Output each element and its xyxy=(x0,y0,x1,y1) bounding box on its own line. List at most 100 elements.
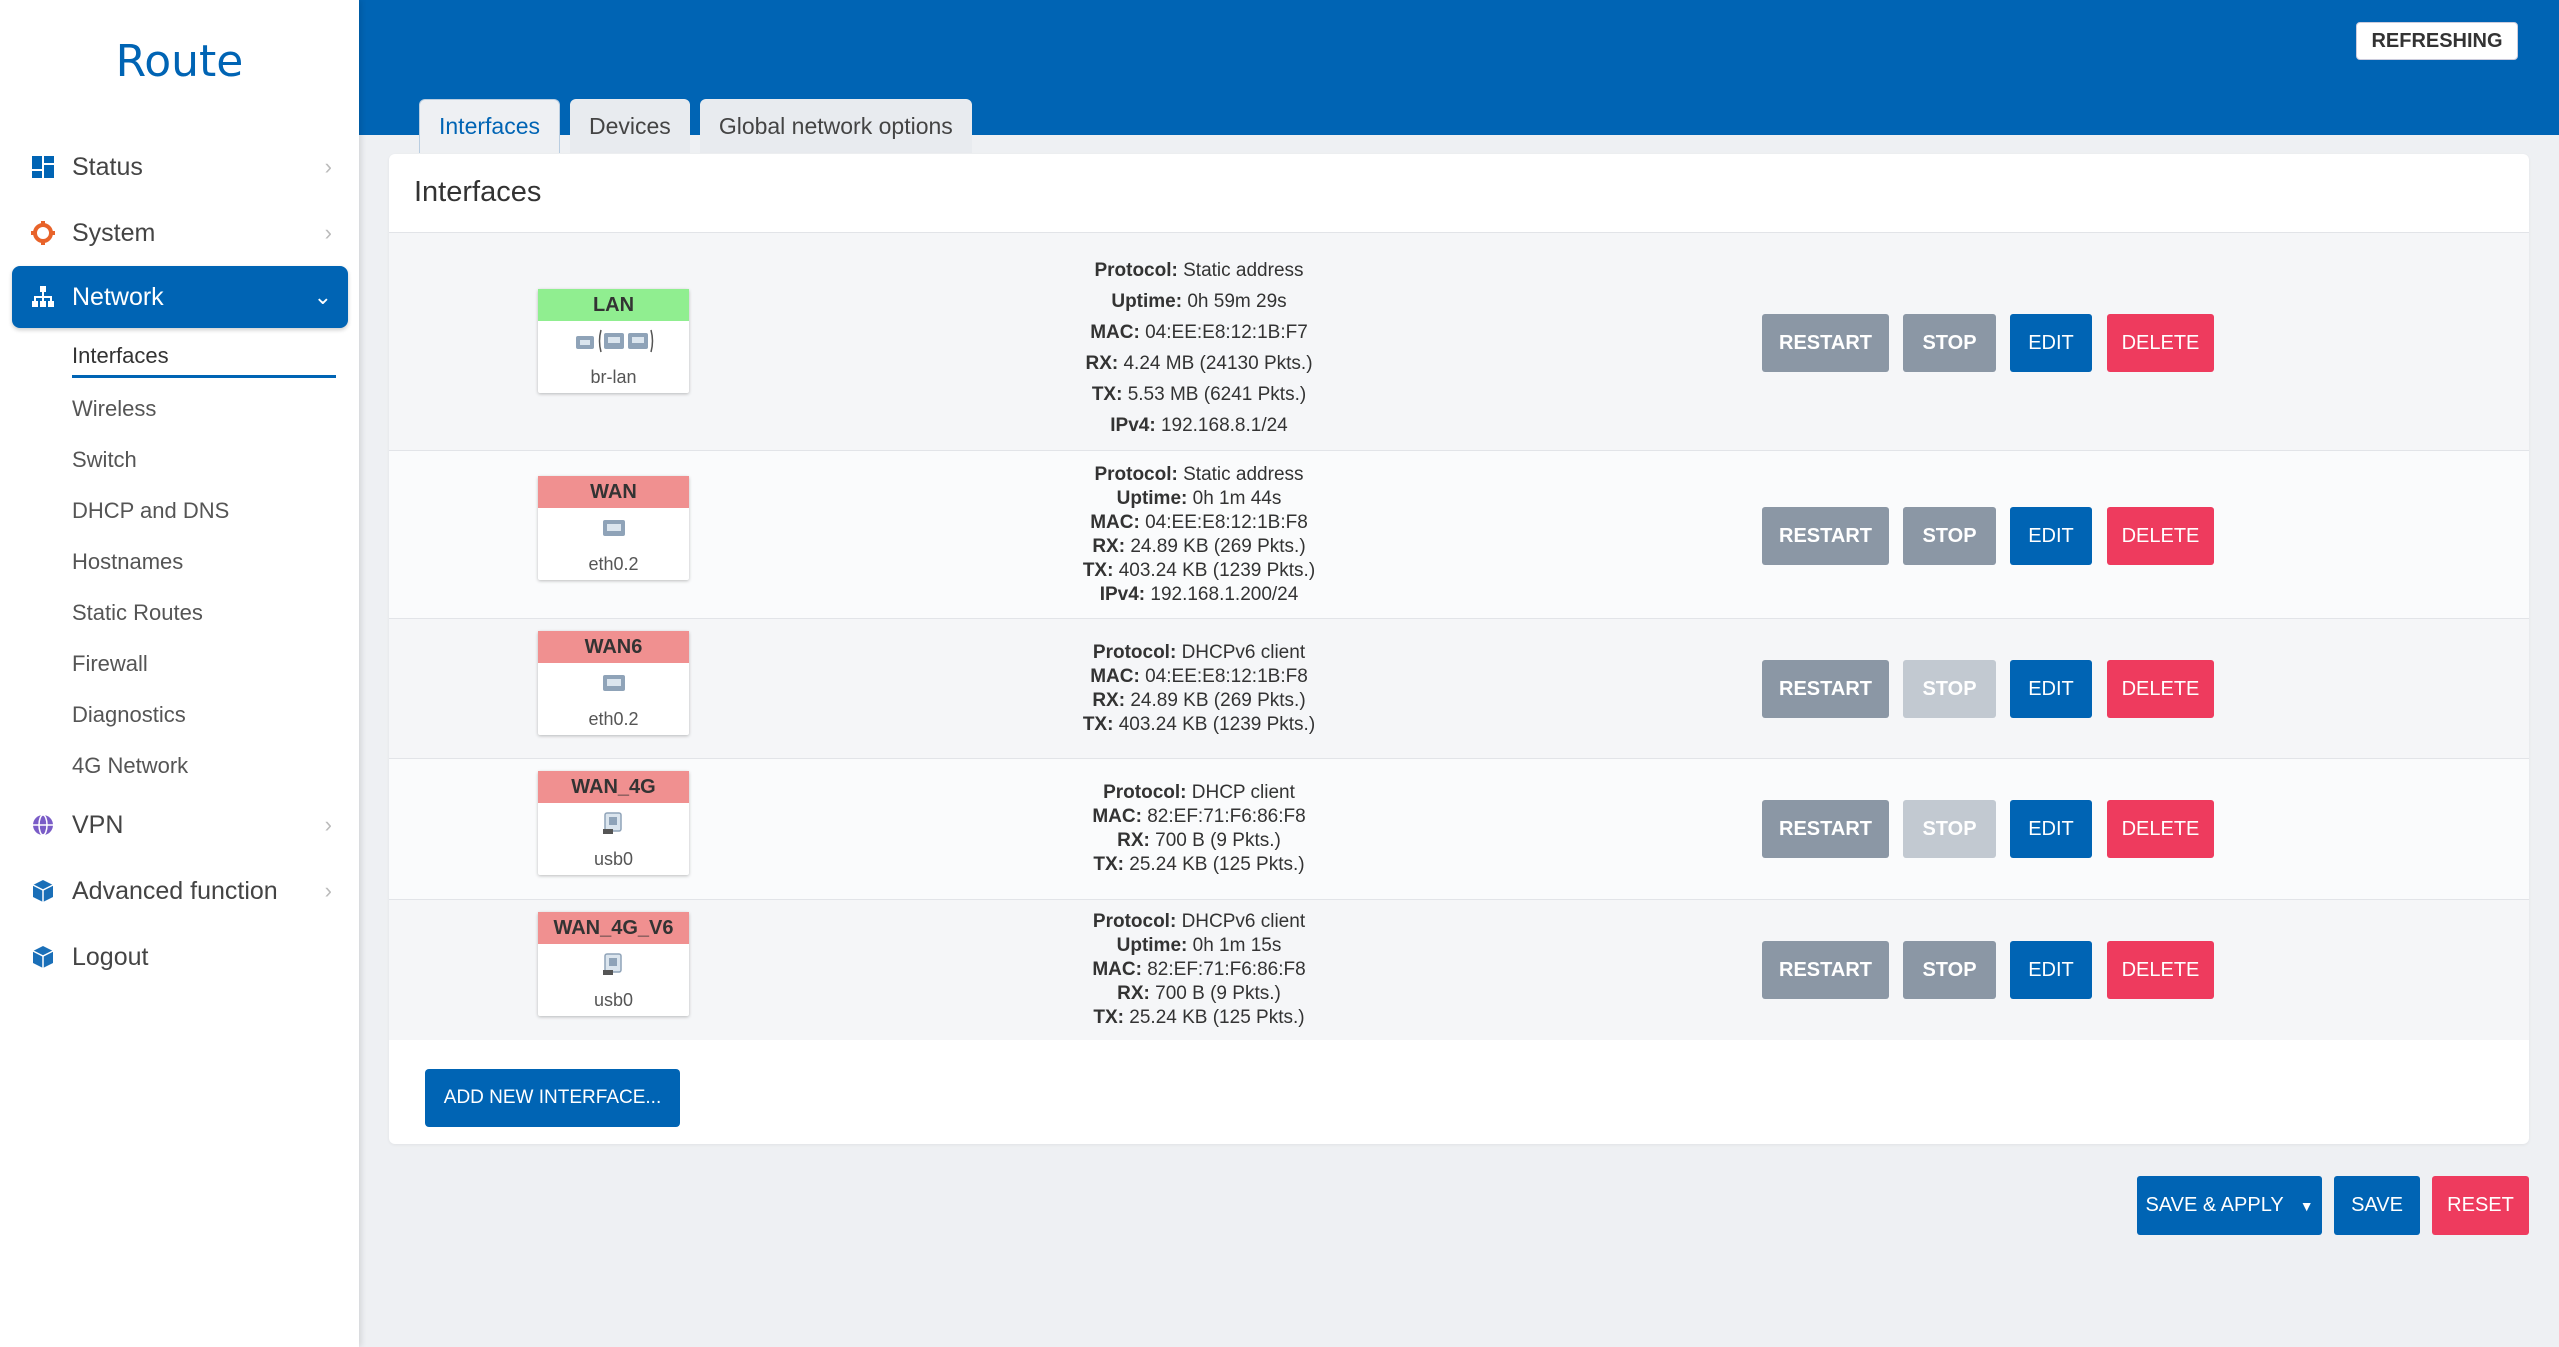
edit-button[interactable]: EDIT xyxy=(2010,800,2092,858)
save-apply-label: SAVE & APPLY xyxy=(2145,1194,2284,1216)
status-line: RX: 4.24 MB (24130 Pkts.) xyxy=(1085,353,1313,374)
save-apply-button[interactable]: SAVE & APPLY ▼ xyxy=(2137,1176,2322,1235)
edit-button[interactable]: EDIT xyxy=(2010,314,2092,372)
delete-button[interactable]: DELETE xyxy=(2107,800,2214,858)
chevron-right-icon: › xyxy=(324,812,332,837)
ethernet-port-icon xyxy=(538,321,689,361)
sidebar-subitem-diagnostics[interactable]: Diagnostics xyxy=(72,702,186,727)
interface-badge: WAN_4G_V6 usb0 xyxy=(538,912,689,1016)
ethernet-port-icon xyxy=(538,663,689,703)
sidebar-item-vpn[interactable]: VPN › xyxy=(12,794,348,856)
usb-modem-icon xyxy=(538,803,689,843)
refreshing-button[interactable]: REFRESHING xyxy=(2356,22,2518,60)
restart-button[interactable]: RESTART xyxy=(1762,800,1889,858)
status-line: Protocol: Static address xyxy=(1094,260,1304,281)
status-line: TX: 403.24 KB (1239 Pkts.) xyxy=(1082,714,1316,735)
cube-icon xyxy=(30,944,56,970)
status-line: Uptime: 0h 1m 15s xyxy=(1116,935,1282,956)
sidebar-item-status[interactable]: Status › xyxy=(12,136,348,198)
interface-status: Protocol: DHCPv6 client MAC: 04:EE:E8:12… xyxy=(949,641,1449,737)
restart-button[interactable]: RESTART xyxy=(1762,507,1889,565)
interface-device: eth0.2 xyxy=(588,553,639,574)
restart-button[interactable]: RESTART xyxy=(1762,314,1889,372)
chevron-right-icon: › xyxy=(324,154,332,179)
interface-row-wan6: WAN6 eth0.2 Protocol: DHCPv6 client MAC:… xyxy=(389,618,2529,758)
gear-icon xyxy=(30,220,56,246)
restart-button[interactable]: RESTART xyxy=(1762,660,1889,718)
stop-button: STOP xyxy=(1903,800,1996,858)
tab-interfaces[interactable]: Interfaces xyxy=(419,99,560,153)
stop-button: STOP xyxy=(1903,660,1996,718)
interface-device: usb0 xyxy=(593,989,634,1010)
dashboard-icon xyxy=(30,154,56,180)
interfaces-panel: Interfaces LAN br-lan Protocol: Static a… xyxy=(389,154,2529,1144)
brand-logo[interactable]: Route xyxy=(115,36,244,87)
sidebar-item-label: Logout xyxy=(72,942,149,971)
chevron-right-icon: › xyxy=(324,878,332,903)
sidebar-subitem-dhcp-dns[interactable]: DHCP and DNS xyxy=(72,498,230,523)
sidebar-item-advanced-function[interactable]: Advanced function › xyxy=(12,860,348,922)
delete-button[interactable]: DELETE xyxy=(2107,507,2214,565)
sidebar-item-label: VPN xyxy=(72,810,124,839)
status-line: RX: 700 B (9 Pkts.) xyxy=(1117,983,1281,1004)
top-header: REFRESHING Interfaces Devices Global net… xyxy=(359,0,2559,153)
interface-status: Protocol: DHCP client MAC: 82:EF:71:F6:8… xyxy=(949,781,1449,877)
edit-button[interactable]: EDIT xyxy=(2010,660,2092,718)
restart-button[interactable]: RESTART xyxy=(1762,941,1889,999)
stop-button[interactable]: STOP xyxy=(1903,507,1996,565)
interface-status: Protocol: DHCPv6 client Uptime: 0h 1m 15… xyxy=(949,910,1449,1030)
status-line: Uptime: 0h 1m 44s xyxy=(1116,488,1282,509)
sidebar-subitem-interfaces[interactable]: Interfaces xyxy=(72,336,336,378)
tab-bar: Interfaces Devices Global network option… xyxy=(419,99,982,153)
interface-name: WAN6 xyxy=(538,631,689,663)
sidebar-item-system[interactable]: System › xyxy=(12,202,348,264)
globe-icon xyxy=(30,812,56,838)
status-line: MAC: 04:EE:E8:12:1B:F7 xyxy=(1090,322,1308,343)
save-button[interactable]: SAVE xyxy=(2334,1176,2420,1235)
stop-button[interactable]: STOP xyxy=(1903,941,1996,999)
interface-device: usb0 xyxy=(593,848,634,869)
interface-status: Protocol: Static address Uptime: 0h 1m 4… xyxy=(949,463,1449,607)
tab-global-network-options[interactable]: Global network options xyxy=(699,99,972,153)
sidebar-subitem-4g-network[interactable]: 4G Network xyxy=(72,753,189,778)
sidebar: Route Status › System › Network ⌄ Interf… xyxy=(0,0,359,1347)
sidebar-subitem-hostnames[interactable]: Hostnames xyxy=(72,549,184,574)
delete-button[interactable]: DELETE xyxy=(2107,660,2214,718)
status-line: MAC: 04:EE:E8:12:1B:F8 xyxy=(1090,666,1308,687)
status-line: Protocol: DHCPv6 client xyxy=(1092,642,1306,663)
interface-row-wan: WAN eth0.2 Protocol: Static address Upti… xyxy=(389,450,2529,618)
sidebar-subitem-static-routes[interactable]: Static Routes xyxy=(72,600,203,625)
status-line: MAC: 82:EF:71:F6:86:F8 xyxy=(1092,959,1306,980)
tab-devices[interactable]: Devices xyxy=(570,99,690,153)
sidebar-item-logout[interactable]: Logout xyxy=(12,926,348,988)
status-line: TX: 403.24 KB (1239 Pkts.) xyxy=(1082,560,1316,581)
panel-title: Interfaces xyxy=(414,176,542,208)
interface-badge: WAN_4G usb0 xyxy=(538,771,689,875)
sidebar-subitem-firewall[interactable]: Firewall xyxy=(72,651,148,676)
interface-name: LAN xyxy=(538,289,689,321)
edit-button[interactable]: EDIT xyxy=(2010,941,2092,999)
status-line: Protocol: Static address xyxy=(1094,464,1304,485)
status-line: MAC: 82:EF:71:F6:86:F8 xyxy=(1092,806,1306,827)
delete-button[interactable]: DELETE xyxy=(2107,314,2214,372)
sidebar-subitem-wireless[interactable]: Wireless xyxy=(72,396,157,421)
status-line: Protocol: DHCP client xyxy=(1103,782,1295,803)
edit-button[interactable]: EDIT xyxy=(2010,507,2092,565)
ethernet-port-icon xyxy=(538,508,689,548)
status-line: Protocol: DHCPv6 client xyxy=(1092,911,1306,932)
delete-button[interactable]: DELETE xyxy=(2107,941,2214,999)
caret-down-icon[interactable]: ▼ xyxy=(2299,1197,2314,1214)
sidebar-subitem-switch[interactable]: Switch xyxy=(72,447,137,472)
sidebar-item-label: System xyxy=(72,218,156,247)
usb-modem-icon xyxy=(538,944,689,984)
interface-name: WAN xyxy=(538,476,689,508)
reset-button[interactable]: RESET xyxy=(2432,1176,2529,1235)
sidebar-item-network[interactable]: Network ⌄ xyxy=(12,266,348,328)
status-line: RX: 24.89 KB (269 Pkts.) xyxy=(1092,690,1306,711)
status-line: MAC: 04:EE:E8:12:1B:F8 xyxy=(1090,512,1308,533)
add-new-interface-button[interactable]: ADD NEW INTERFACE... xyxy=(425,1069,680,1127)
interface-name: WAN_4G_V6 xyxy=(538,912,689,944)
stop-button[interactable]: STOP xyxy=(1903,314,1996,372)
interface-badge: WAN eth0.2 xyxy=(538,476,689,580)
chevron-right-icon: › xyxy=(324,220,332,245)
